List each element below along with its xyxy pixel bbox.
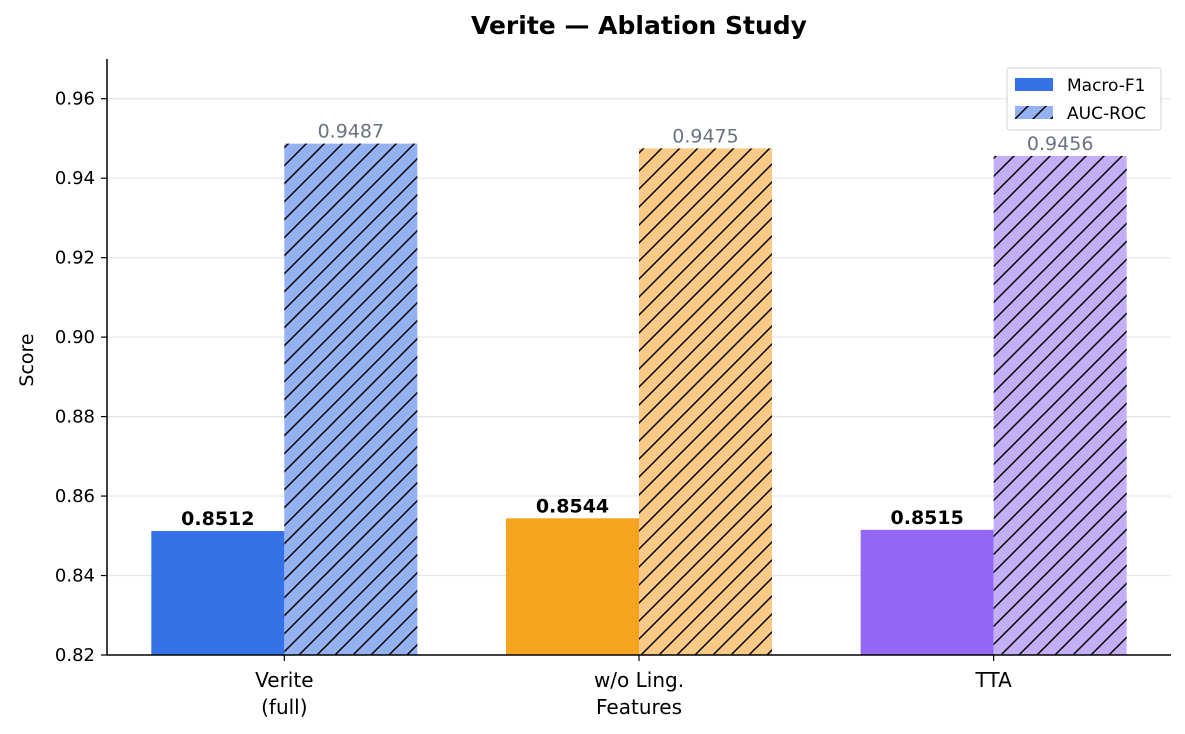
value-labels: 0.8512 0.9487 0.8544 0.9475 0.8515 0.9456 [181, 121, 1093, 530]
bar-hatch-overlay [639, 148, 772, 655]
bar-hatch-overlay [284, 143, 418, 655]
y-tick-label: 0.84 [55, 566, 95, 587]
y-tick-label: 0.86 [55, 486, 95, 507]
bars [151, 143, 1127, 655]
x-tick-label: Verite (full) [255, 668, 313, 719]
y-tick-label: 0.94 [55, 168, 95, 189]
bar-value-label: 0.9456 [1027, 133, 1093, 155]
legend: Macro-F1 AUC-ROC [1006, 67, 1162, 131]
bar-value-label: 0.8515 [891, 507, 964, 529]
legend-label-auc-roc: AUC-ROC [1067, 104, 1146, 124]
y-tick-label: 0.88 [55, 407, 95, 428]
bar-value-label: 0.8512 [181, 508, 254, 530]
bar-macro-f1 [860, 529, 994, 655]
bar-macro-f1 [151, 531, 285, 655]
y-tick-label: 0.96 [55, 89, 95, 110]
bar-value-label: 0.8544 [536, 495, 609, 517]
legend-label-macro-f1: Macro-F1 [1067, 76, 1146, 96]
y-ticks: 0.82 0.84 0.86 0.88 0.90 0.92 0.94 0.96 [55, 89, 107, 666]
y-tick-label: 0.90 [55, 327, 95, 348]
legend-swatch-macro-f1 [1015, 78, 1053, 91]
chart-title: Verite — Ablation Study [471, 11, 807, 40]
x-ticks: Verite (full) w/o Ling. Features TTA [255, 655, 1012, 719]
y-tick-label: 0.92 [55, 248, 95, 269]
bar-value-label: 0.9487 [318, 121, 384, 143]
y-axis-label: Score [16, 333, 38, 386]
bar-macro-f1 [506, 518, 639, 655]
legend-swatch-auc-roc-hatch [1015, 106, 1053, 119]
bar-hatch-overlay [993, 155, 1127, 655]
x-tick-label: TTA [975, 668, 1013, 692]
bar-value-label: 0.9475 [672, 125, 738, 147]
y-tick-label: 0.82 [55, 645, 95, 666]
x-tick-label: w/o Ling. Features [594, 668, 684, 719]
